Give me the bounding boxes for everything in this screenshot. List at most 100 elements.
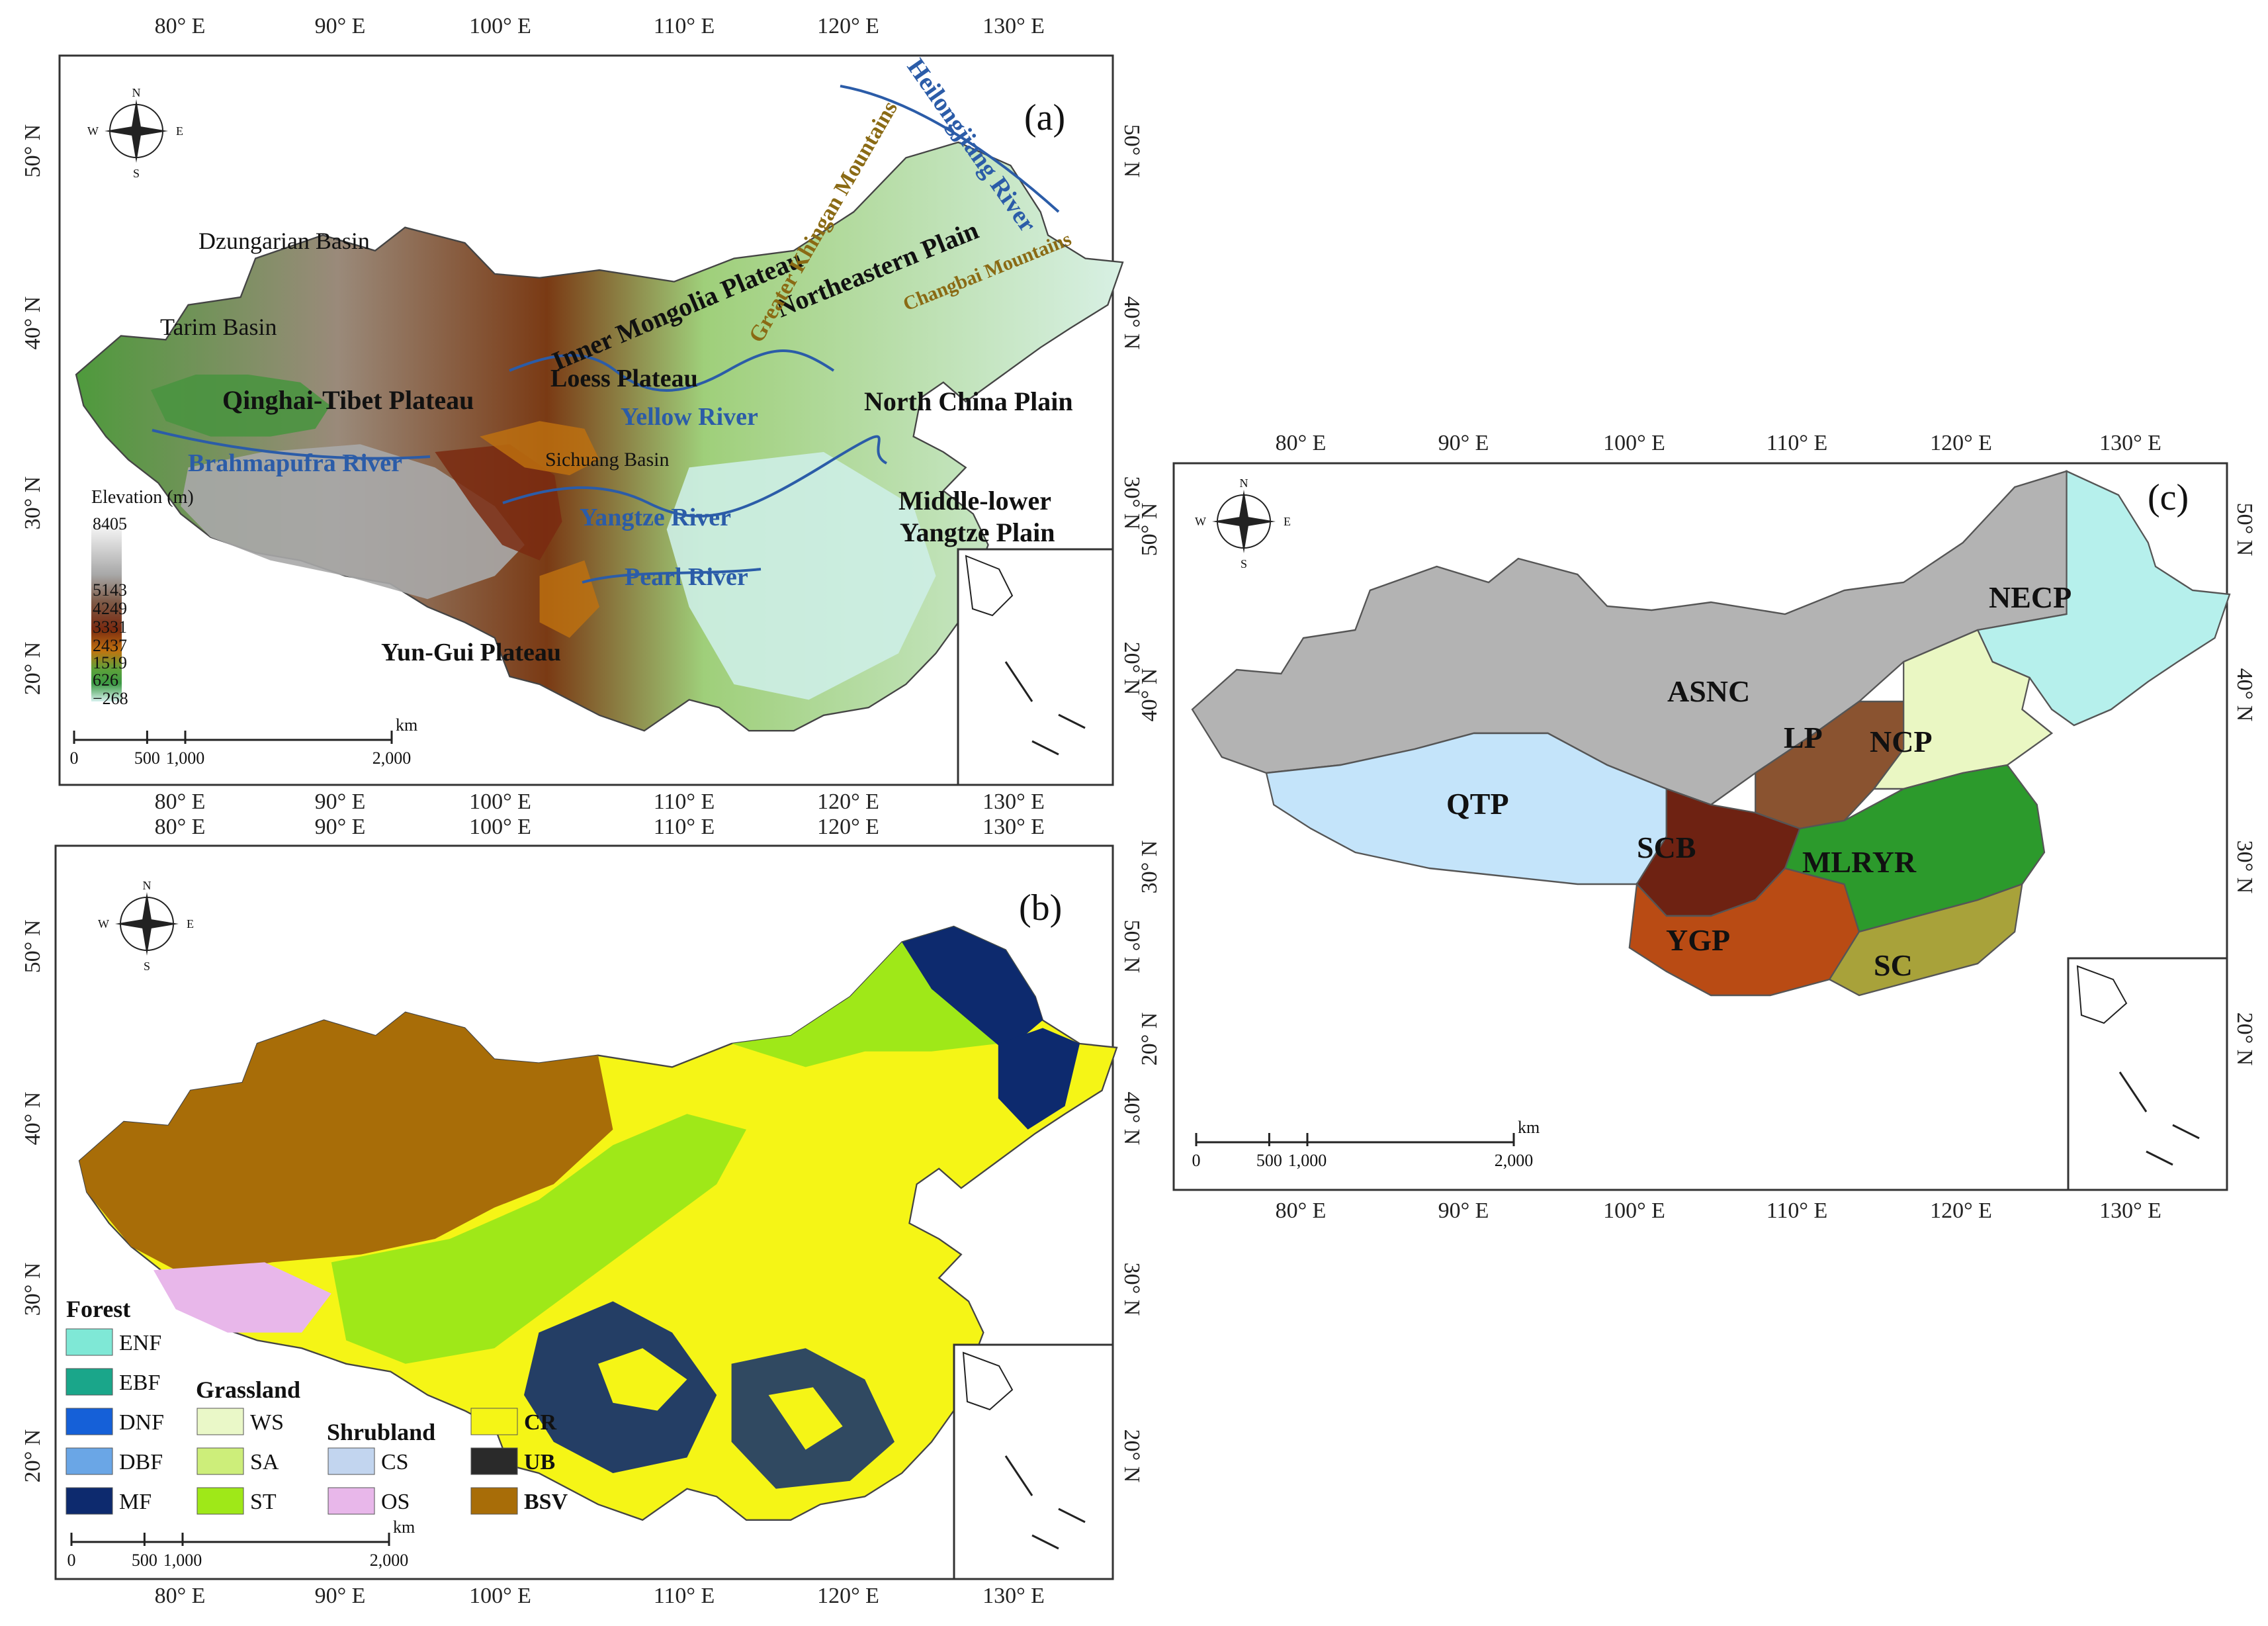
legend-label-bsv: BSV xyxy=(524,1490,568,1514)
scale-bar-label: 1,000 xyxy=(166,748,205,768)
lon-tick-label: 100° E xyxy=(469,815,531,839)
scale-bar-label: 2,000 xyxy=(370,1551,409,1570)
panel-c-region-labels: ASNC QTP NECP LP NCP SCB YGP MLRYR SC xyxy=(1446,580,2072,982)
panel-b-south-china-sea-inset xyxy=(953,1343,1114,1580)
panel-b-land-cover-map: N S E W (b) Forest Grassland Shrubland E… xyxy=(54,844,1118,1580)
panel-c-south-china-sea-inset xyxy=(2067,957,2228,1191)
lon-tick-label: 100° E xyxy=(469,1584,531,1608)
lat-tick-label: 40° N xyxy=(2232,668,2257,722)
label-middle-lower: Middle-lower xyxy=(898,486,1051,516)
lon-tick-label: 120° E xyxy=(817,815,879,839)
label-tarim-basin: Tarim Basin xyxy=(160,314,277,340)
compass-w-label: W xyxy=(87,124,99,138)
lon-tick-label: 120° E xyxy=(1930,1198,1992,1223)
panel-b-scale-bar: 0 500 1,000 2,000 km xyxy=(67,1517,415,1570)
lat-tick-label: 20° N xyxy=(21,1429,45,1483)
elevation-legend-value: 8405 xyxy=(93,514,127,533)
lon-tick-label: 80° E xyxy=(1276,431,1327,455)
panel-c-tag: (c) xyxy=(2148,477,2189,518)
lat-tick-label: 30° N xyxy=(1119,476,1144,530)
legend-label-dnf: DNF xyxy=(119,1410,164,1435)
legend-forest-title: Forest xyxy=(66,1296,130,1322)
label-yangtze-plain: Yangtze Plain xyxy=(900,518,1055,547)
elevation-legend-value: 3331 xyxy=(93,617,127,637)
legend-swatch-dbf xyxy=(65,1447,113,1475)
lat-tick-label: 20° N xyxy=(2232,1013,2257,1066)
pearl-river-line xyxy=(582,568,762,584)
label-sichuang-basin: Sichuang Basin xyxy=(545,449,670,471)
lon-tick-label: 80° E xyxy=(155,1584,206,1608)
lat-tick-label: 50° N xyxy=(21,920,45,973)
lat-tick-label: 30° N xyxy=(21,1263,45,1316)
legend-shrubland-title: Shrubland xyxy=(327,1419,435,1445)
lat-tick-label: 20° N xyxy=(1137,1013,1162,1066)
region-lp-shape xyxy=(1755,700,1905,830)
region-label-sc: SC xyxy=(1874,948,1913,982)
panel-a-elevation-legend: Elevation (m) 8405 5143424933312437151962… xyxy=(91,487,194,708)
legend-swatch-mf xyxy=(65,1487,113,1515)
legend-swatch-dnf xyxy=(65,1408,113,1435)
lon-tick-label: 110° E xyxy=(1766,1198,1828,1223)
lon-tick-label: 100° E xyxy=(469,790,531,814)
lon-tick-label: 130° E xyxy=(2099,1198,2161,1223)
lat-tick-label: 30° N xyxy=(2232,840,2257,894)
compass-e-label: E xyxy=(187,917,194,930)
scale-bar-label: 2,000 xyxy=(372,748,412,768)
scale-bar-label: 1,000 xyxy=(163,1551,202,1570)
lat-tick-label: 50° N xyxy=(2232,503,2257,557)
legend-label-st: ST xyxy=(250,1490,277,1514)
lat-tick-label: 20° N xyxy=(21,642,45,696)
panel-c-region-map: N S E W (c) ASNC QTP NECP LP NCP SCB YGP MLRYR S… xyxy=(1172,462,2231,1191)
lat-tick-label: 40° N xyxy=(21,296,45,350)
label-yun-gui-plateau: Yun-Gui Plateau xyxy=(381,639,561,666)
lon-tick-label: 100° E xyxy=(469,14,531,38)
legend-swatch-cr xyxy=(470,1408,518,1435)
scale-bar-label: 0 xyxy=(67,1551,76,1570)
panel-a-tag: (a) xyxy=(1024,97,1065,138)
legend-label-ub: UB xyxy=(524,1450,555,1474)
scale-bar-label: 1,000 xyxy=(1288,1151,1327,1170)
lat-tick-label: 30° N xyxy=(1137,840,1162,894)
lon-tick-label: 120° E xyxy=(817,1584,879,1608)
lon-tick-label: 110° E xyxy=(654,1584,715,1608)
lat-tick-label: 50° N xyxy=(1119,124,1144,178)
compass-n-label: N xyxy=(132,86,141,99)
lon-tick-label: 120° E xyxy=(817,790,879,814)
legend-swatch-cs xyxy=(327,1447,375,1475)
region-sc-shape xyxy=(1828,883,2023,997)
legend-label-ws: WS xyxy=(250,1410,284,1435)
lon-tick-label: 100° E xyxy=(1603,1198,1665,1223)
panel-a-scale-bar: 0 500 1,000 2,000 km xyxy=(70,715,418,768)
lon-tick-label: 90° E xyxy=(315,815,366,839)
elevation-legend-value: −268 xyxy=(93,689,128,708)
region-label-mlryr: MLRYR xyxy=(1802,845,1917,879)
elevation-legend-title: Elevation (m) xyxy=(91,487,194,508)
label-dzungarian-basin: Dzungarian Basin xyxy=(198,228,370,254)
scale-bar-label: 500 xyxy=(132,1551,157,1570)
panel-b-china-landcover xyxy=(78,925,1118,1521)
region-mlryr-shape xyxy=(1784,764,2046,933)
legend-swatch-os xyxy=(327,1487,375,1515)
compass-e-label: E xyxy=(1284,515,1291,528)
elevation-legend-value: 4249 xyxy=(93,599,127,618)
compass-n-label: N xyxy=(1240,476,1248,490)
legend-swatch-sa xyxy=(196,1447,244,1475)
heilongjiang-river-line xyxy=(840,85,1060,213)
region-label-scb: SCB xyxy=(1637,831,1696,864)
lon-tick-label: 80° E xyxy=(1276,1198,1327,1223)
legend-swatch-st xyxy=(196,1487,244,1515)
legend-label-dbf: DBF xyxy=(119,1450,163,1474)
legend-label-cr: CR xyxy=(524,1410,557,1435)
label-yangtze-river: Yangtze River xyxy=(580,504,731,531)
compass-n-label: N xyxy=(143,879,152,892)
elevation-legend-value: 5143 xyxy=(93,580,127,600)
region-label-asnc: ASNC xyxy=(1667,674,1750,708)
legend-swatch-ub xyxy=(470,1447,518,1475)
elevation-colorbar xyxy=(91,520,122,701)
elevation-legend-value: 2437 xyxy=(93,636,127,655)
lat-tick-label: 30° N xyxy=(1119,1263,1144,1316)
legend-label-mf: MF xyxy=(119,1490,152,1514)
yellow-river-line xyxy=(509,349,835,392)
